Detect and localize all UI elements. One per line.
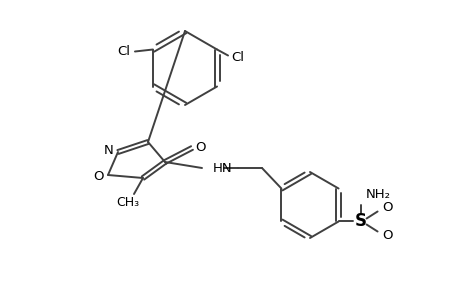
Text: S: S — [354, 212, 366, 230]
Text: N: N — [104, 143, 114, 157]
Text: HN: HN — [213, 161, 232, 175]
Text: Cl: Cl — [231, 51, 244, 64]
Text: NH₂: NH₂ — [365, 188, 390, 201]
Text: O: O — [381, 201, 392, 214]
Text: O: O — [94, 169, 104, 182]
Text: Cl: Cl — [117, 45, 130, 58]
Text: O: O — [381, 229, 392, 242]
Text: O: O — [196, 140, 206, 154]
Text: CH₃: CH₃ — [116, 196, 139, 209]
